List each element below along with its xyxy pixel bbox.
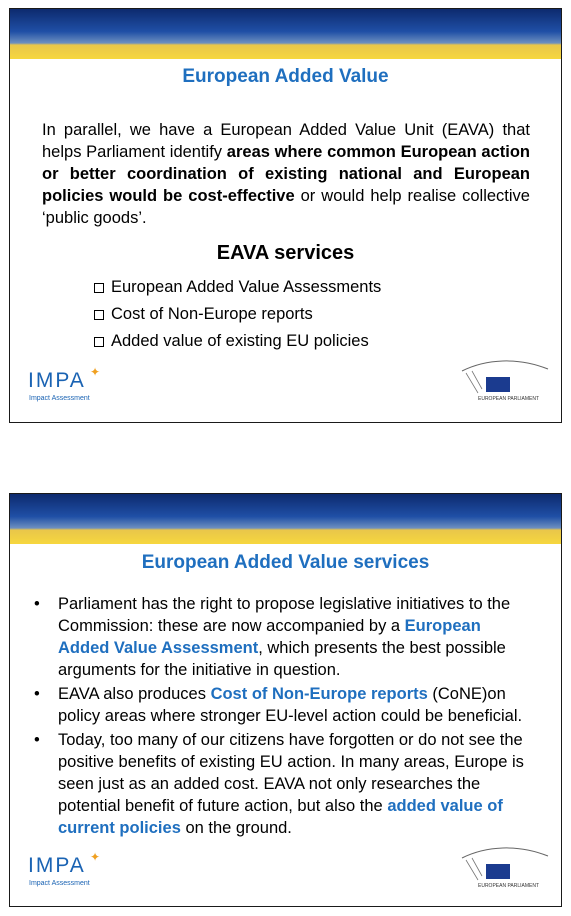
bullet-text-end: on the ground. [180,819,292,837]
list-item: • Today, too many of our citizens have fo… [34,729,534,839]
european-parliament-logo: EUROPEAN PARLIAMENT [456,846,556,892]
list-item: Added value of existing EU policies [94,328,381,355]
header-banner [10,9,561,59]
list-item: • Parliament has the right to propose leg… [34,593,534,681]
bullet-text: Today, too many of our citizens have for… [58,731,524,815]
services-heading: EAVA services [216,242,355,264]
services-list: European Added Value Assessments Cost of… [94,274,381,355]
highlight-text: European Added Value Assessment [58,617,481,657]
bullet-text: EAVA also produces [58,685,211,703]
parliament-building-icon [461,360,549,394]
list-item: • EAVA also produces Cost of Non-Europe r… [34,683,534,727]
slide-european-added-value: European Added Value In parallel, we hav… [9,8,562,423]
bullet-text: Parliament has the right to propose legi… [58,595,511,635]
eu-flag-icon [486,377,510,392]
european-parliament-logo: EUROPEAN PARLIAMENT [456,359,556,405]
list-item: Cost of Non-Europe reports [94,301,381,328]
slide-european-added-value-services: European Added Value services • Parliamen… [9,493,562,907]
intro-paragraph: In parallel, we have a European Added Va… [42,119,530,229]
bullet-icon: • [34,731,40,749]
highlight-text: added value of current policies [58,797,503,837]
impa-logo-subtitle: Impact Assessment [29,395,90,402]
spark-icon: ✦ [90,850,103,864]
bullet-text-end: , which presents the best possible argum… [58,639,506,679]
impa-logo: IMPA ✦ [28,850,100,878]
impa-logo: IMPA ✦ [28,365,100,393]
intro-bold-text: areas where common European action or be… [42,143,530,205]
header-banner [10,494,561,544]
parliament-label: EUROPEAN PARLIAMENT [478,396,540,402]
highlight-text: Cost of Non-Europe reports [210,685,428,703]
checkbox-icon [94,309,104,320]
list-item: European Added Value Assessments [94,274,381,301]
bullet-icon: • [34,685,40,703]
list-item-label: Cost of Non-Europe reports [111,305,313,323]
checkbox-icon [94,336,104,347]
slide-title: European Added Value services [141,552,430,573]
parliament-label: EUROPEAN PARLIAMENT [478,883,540,889]
intro-text: In parallel, we have a European Added Va… [42,121,530,161]
checkbox-icon [94,282,104,293]
impa-logo-subtitle: Impact Assessment [29,880,90,887]
spark-icon: ✦ [90,365,103,379]
impa-logo-text: IMPA [28,369,86,392]
slide-title: European Added Value [182,66,389,87]
bullet-icon: • [34,595,40,613]
list-item-label: Added value of existing EU policies [111,332,369,350]
bullet-list: • Parliament has the right to propose leg… [34,593,534,841]
eu-flag-icon [486,864,510,879]
intro-text-end: or would help realise collective ‘public… [42,187,530,227]
parliament-building-icon [461,847,549,881]
impa-logo-text: IMPA [28,854,86,877]
list-item-label: European Added Value Assessments [111,278,382,296]
bullet-text-end: (CoNE)on policy areas where stronger EU-… [58,685,523,725]
